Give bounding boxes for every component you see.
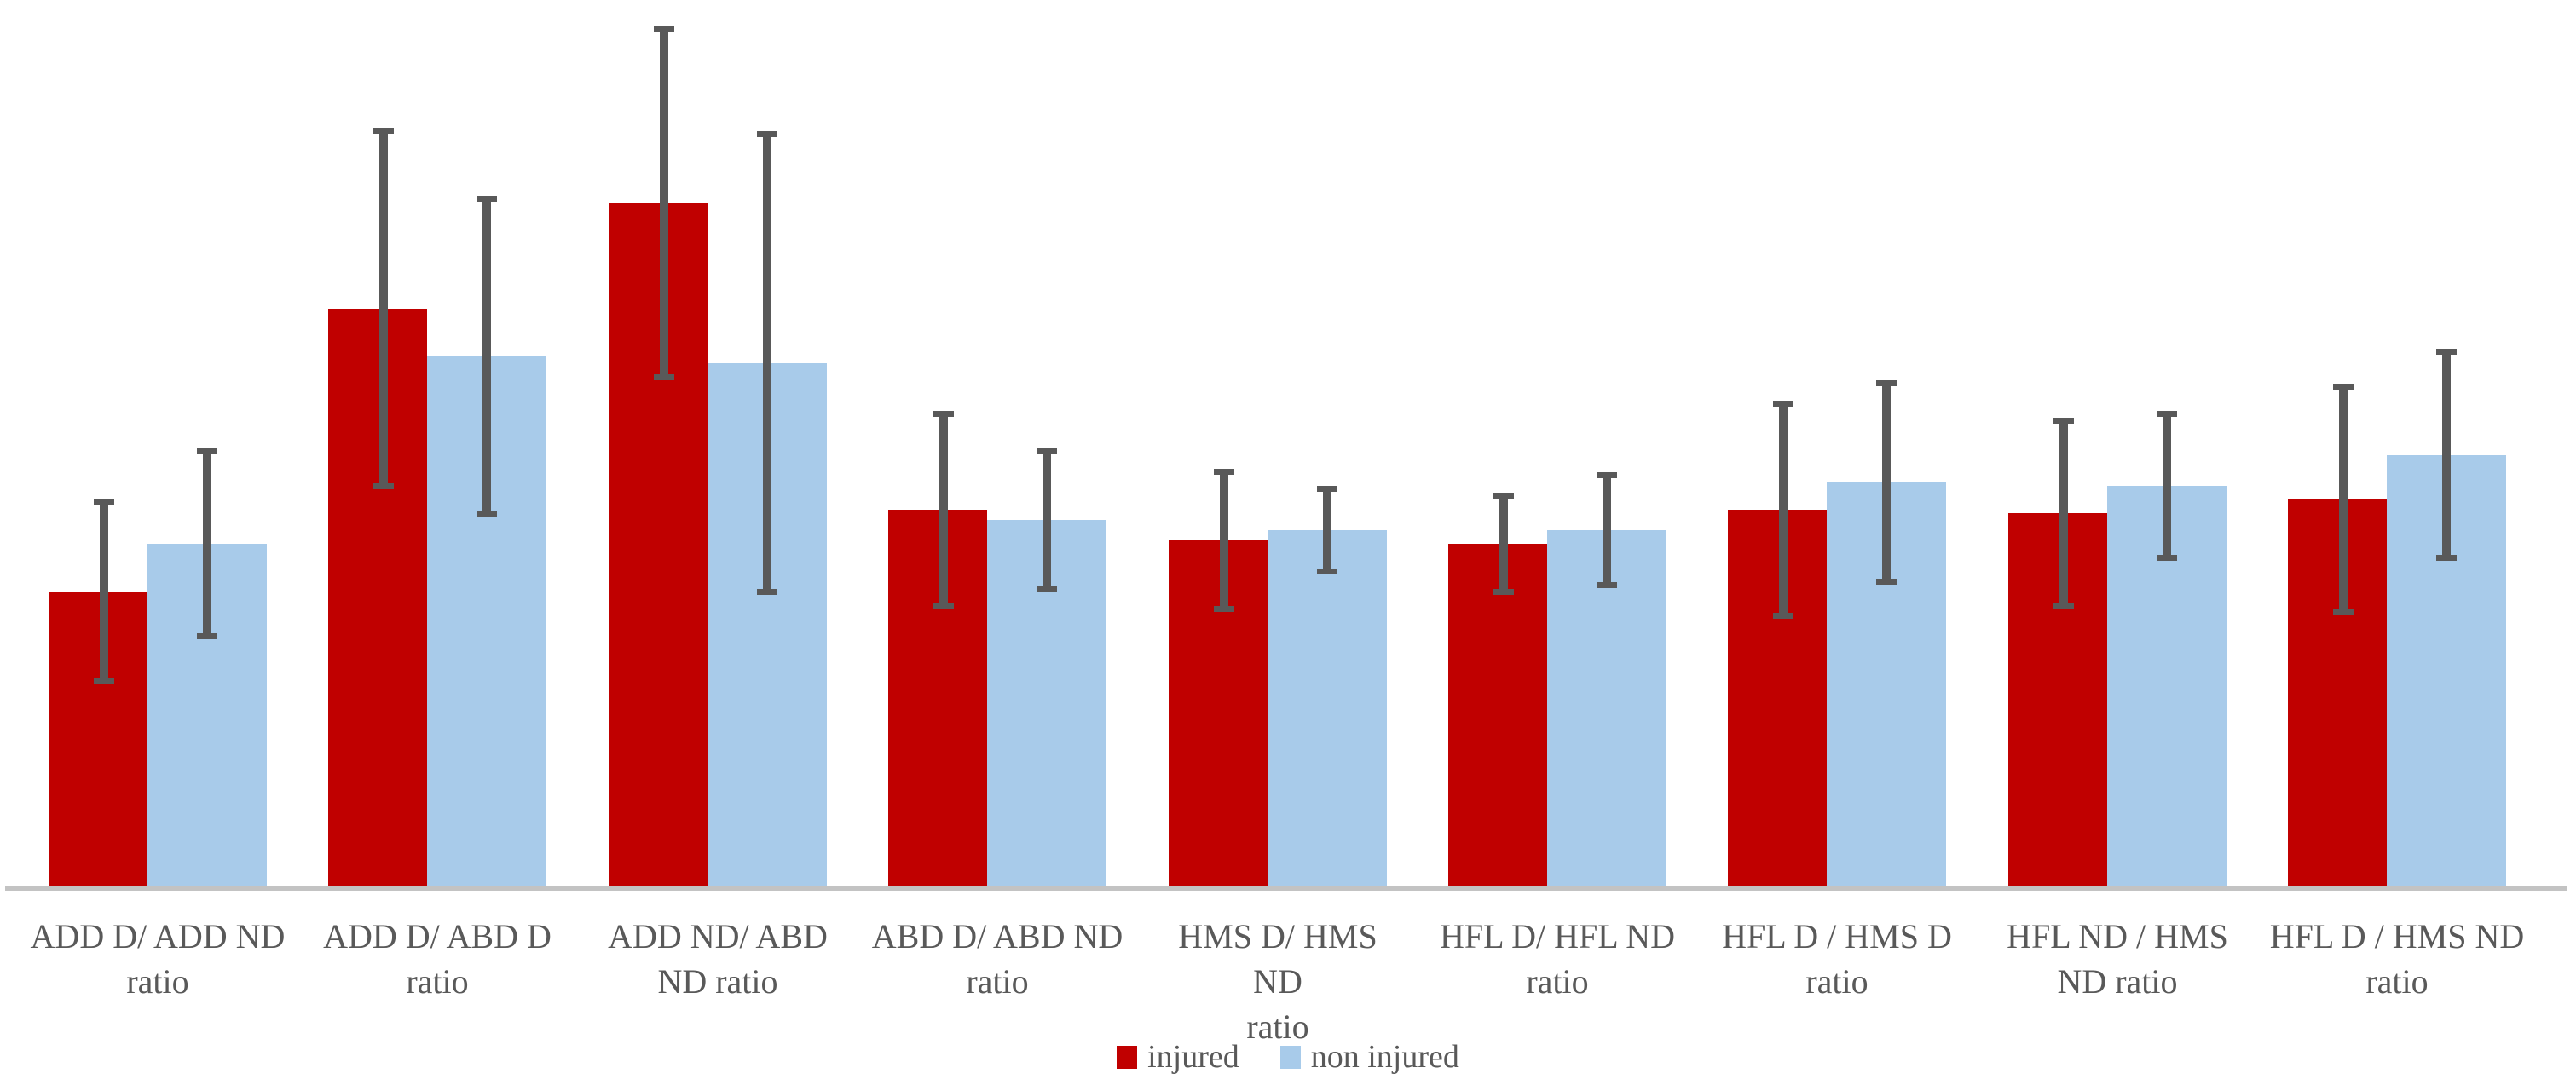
bar-injured	[328, 309, 427, 888]
category-label: ABD D/ ABD ND ratio	[871, 917, 1123, 1001]
legend-swatch-non-injured	[1279, 1045, 1301, 1069]
legend-item-non-injured: non injured	[1279, 1038, 1459, 1076]
bar-injured	[609, 203, 708, 888]
legend-label-non-injured: non injured	[1310, 1039, 1459, 1075]
legend-swatch-injured	[1117, 1045, 1138, 1069]
error-bar-line	[1043, 451, 1051, 589]
plot-area	[5, 0, 2567, 891]
error-bar-line	[1882, 383, 1891, 582]
bar-group	[328, 0, 546, 888]
bar-non-injured	[1268, 530, 1387, 888]
error-bar-line	[203, 451, 211, 637]
error-bar-line	[2339, 386, 2348, 613]
bar-group	[609, 0, 827, 888]
error-bar-line	[1323, 488, 1331, 572]
category-label: HFL D / HMS D ratio	[1722, 917, 1952, 1001]
bar-non-injured	[1547, 530, 1666, 888]
bar-injured	[2288, 499, 2387, 888]
error-bar-line	[1603, 475, 1611, 586]
error-bar-non-injured	[1597, 472, 1617, 588]
bar-group	[888, 0, 1106, 888]
error-bar-injured	[94, 499, 114, 684]
error-bar-line	[2163, 413, 2171, 558]
bar-group	[2008, 0, 2227, 888]
error-bar-line	[660, 28, 668, 378]
bar-injured	[888, 510, 987, 888]
error-bar-line	[1499, 495, 1508, 592]
legend-label-injured: injured	[1147, 1039, 1239, 1075]
bar-injured	[1448, 544, 1547, 888]
bar-group	[49, 0, 267, 888]
category-labels-row: ADD D/ ADD ND ratio ADD D/ ABD D ratio ADD…	[0, 0, 2576, 1046]
category-label: HFL ND / HMS ND ratio	[2007, 917, 2228, 1001]
category-label: ADD D/ ABD D ratio	[323, 917, 552, 1001]
error-bar-non-injured	[2436, 349, 2457, 561]
error-bar-non-injured	[1876, 380, 1897, 585]
error-bar-injured	[2053, 418, 2074, 609]
legend-item-injured: injured	[1117, 1038, 1239, 1076]
error-bar-line	[379, 130, 388, 487]
error-bar-line	[482, 199, 491, 514]
error-bar-line	[2442, 352, 2451, 558]
bar-injured	[1728, 510, 1827, 888]
bar-group	[1448, 0, 1666, 888]
error-bar-line	[763, 134, 771, 592]
error-bar-non-injured	[197, 448, 217, 639]
error-bar-non-injured	[757, 131, 777, 595]
error-bar-line	[939, 413, 948, 606]
bar-group	[1169, 0, 1387, 888]
category-label: HMS D/ HMS ND ratio	[1178, 917, 1378, 1046]
error-bar-line	[1779, 403, 1788, 616]
error-bar-non-injured	[1317, 486, 1337, 574]
error-bar-injured	[1773, 401, 1793, 619]
error-bar-injured	[373, 128, 394, 489]
error-bar-injured	[1214, 469, 1234, 612]
error-bar-non-injured	[1037, 448, 1057, 592]
error-bar-line	[100, 502, 108, 681]
bar-injured	[2008, 513, 2107, 888]
error-bar-injured	[933, 411, 954, 609]
error-bar-injured	[2333, 384, 2354, 615]
bar-group	[2288, 0, 2506, 888]
category-label: HFL D / HMS ND ratio	[2269, 917, 2525, 1001]
category-label: ADD D/ ADD ND ratio	[30, 917, 286, 1001]
error-bar-non-injured	[2157, 411, 2177, 561]
error-bar-non-injured	[477, 196, 497, 517]
category-label: HFL D/ HFL ND ratio	[1440, 917, 1675, 1001]
bar-injured	[1169, 540, 1268, 888]
error-bar-injured	[1493, 493, 1514, 595]
error-bar-line	[1220, 471, 1228, 609]
category-label: ADD ND/ ABD ND ratio	[608, 917, 828, 1001]
error-bar-line	[2059, 420, 2068, 606]
bar-group	[1728, 0, 1946, 888]
error-bar-injured	[654, 26, 674, 380]
bar-injured	[49, 592, 147, 888]
x-axis-line	[5, 886, 2567, 891]
legend: injured non injured	[0, 1038, 2576, 1076]
